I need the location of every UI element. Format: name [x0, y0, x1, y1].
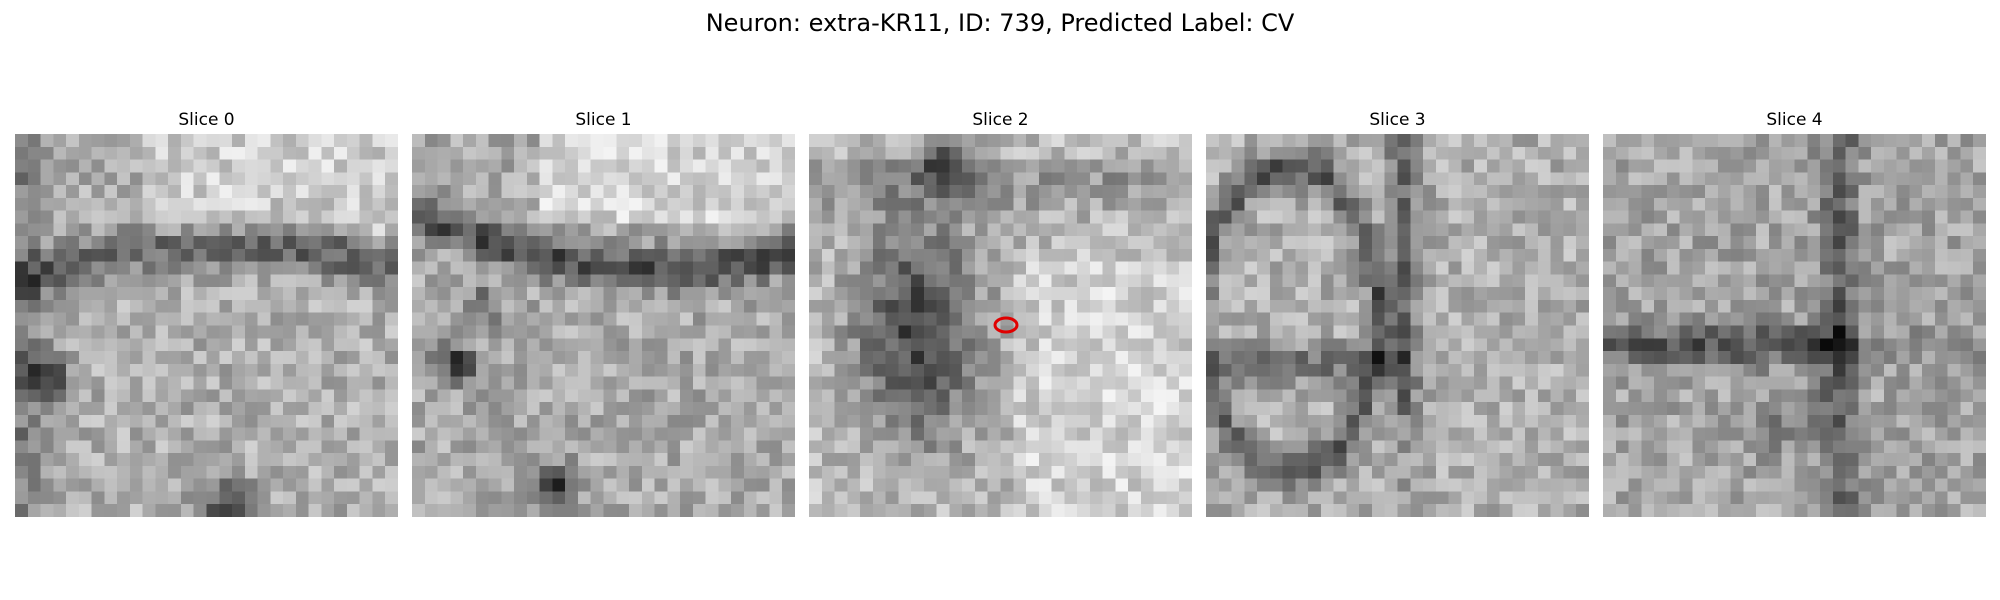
slice-title: Slice 2: [972, 110, 1029, 130]
slice-title: Slice 0: [178, 110, 235, 130]
slice-image: [1603, 134, 1986, 517]
slice-panel-0: Slice 0: [15, 108, 398, 517]
slice-panel-3: Slice 3: [1206, 108, 1589, 517]
slice-panel-4: Slice 4: [1603, 108, 1986, 517]
slice-panel-1: Slice 1: [412, 108, 795, 517]
slice-title: Slice 4: [1766, 110, 1823, 130]
slice-image: [809, 134, 1192, 517]
slice-panel-2: Slice 2: [809, 108, 1192, 517]
slice-image: [15, 134, 398, 517]
slice-image: [1206, 134, 1589, 517]
figure-title: Neuron: extra-KR11, ID: 739, Predicted L…: [705, 9, 1295, 37]
slice-image: [412, 134, 795, 517]
slice-title: Slice 3: [1369, 110, 1426, 130]
slice-title: Slice 1: [575, 110, 632, 130]
